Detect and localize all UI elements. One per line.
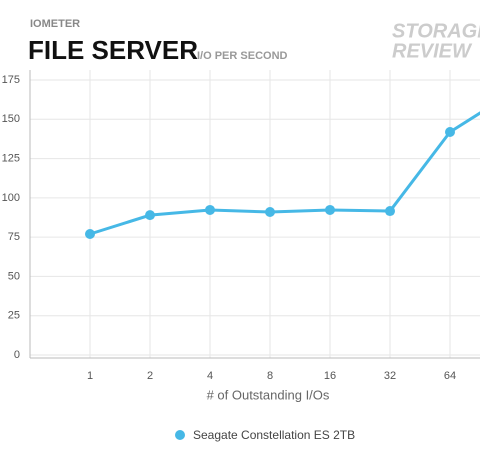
data-point <box>265 207 275 217</box>
x-tick-label: 16 <box>324 370 336 382</box>
x-tick-label: 4 <box>207 370 213 382</box>
x-tick-label: 2 <box>147 370 153 382</box>
legend-label: Seagate Constellation ES 2TB <box>193 428 355 442</box>
chart-subtitle: I/O PER SECOND <box>197 50 288 62</box>
data-point <box>325 204 335 215</box>
y-tick-label: 150 <box>2 113 20 125</box>
logo-line: STORAGE <box>392 20 480 42</box>
data-point <box>145 210 155 221</box>
logo-line: REVIEW <box>392 40 473 62</box>
series-line <box>89 111 480 236</box>
x-tick-label: 1 <box>87 370 93 382</box>
y-tick-label: 0 <box>14 349 20 361</box>
data-point <box>205 204 215 215</box>
x-tick-label: 32 <box>384 370 396 382</box>
legend-marker <box>175 430 185 440</box>
y-tick-label: 175 <box>2 74 20 86</box>
data-point <box>445 127 455 138</box>
chart-title: FILE SERVER <box>28 35 198 65</box>
data-point <box>85 229 95 239</box>
supertitle: IOMETER <box>30 18 80 30</box>
y-tick-label: 75 <box>8 231 20 243</box>
y-tick-label: 100 <box>2 192 20 204</box>
data-point <box>385 206 395 217</box>
y-tick-label: 50 <box>8 270 20 282</box>
y-tick-label: 25 <box>8 310 20 322</box>
x-tick-label: 64 <box>444 370 456 382</box>
y-tick-label: 125 <box>2 152 20 164</box>
x-tick-label: 8 <box>267 370 273 382</box>
x-axis-label: # of Outstanding I/Os <box>207 387 330 402</box>
